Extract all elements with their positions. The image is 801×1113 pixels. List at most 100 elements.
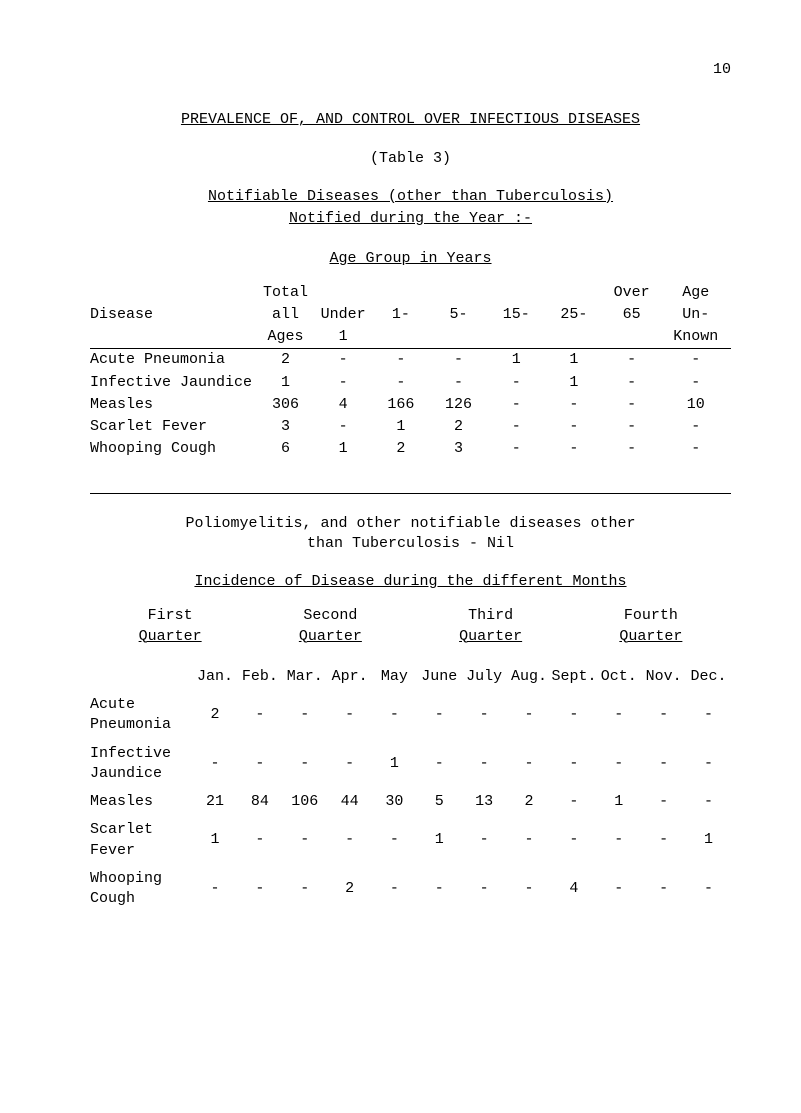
row-name: AcutePneumonia [90,691,193,740]
cell: - [282,691,327,740]
first-label: First [139,606,202,626]
table-row: Acute Pneumonia 2 - - - 1 1 - - [90,349,731,372]
cell: - [603,394,661,416]
cell: - [660,416,731,438]
cell: 2 [257,349,315,372]
cell: 1 [417,816,462,865]
col-25: 25- [545,304,603,326]
cell: - [372,816,417,865]
quarter-label: Quarter [459,627,522,647]
cell: 1 [257,372,315,394]
age-group-table: Total Over Age Disease all Under 1- 5- 1… [90,282,731,461]
table-row: AcutePneumonia 2 - - - - - - - - - - - [90,691,731,740]
cell: - [596,691,641,740]
ages-label: Ages [257,326,315,349]
cell: 166 [372,394,430,416]
table-header-row-1: Total Over Age [90,282,731,304]
months-header-row: Jan. Feb. Mar. Apr. May June July Aug. S… [90,663,731,691]
month-apr: Apr. [327,663,372,691]
second-label: Second [299,606,362,626]
cell: - [462,816,507,865]
cell: - [507,740,552,789]
cell: - [686,740,731,789]
cell: 2 [507,788,552,816]
cell: - [603,372,661,394]
cell: 126 [430,394,488,416]
row-name: Acute Pneumonia [90,349,257,372]
cell: 2 [372,438,430,460]
known-label: Known [660,326,731,349]
note-line-2: than Tuberculosis - Nil [90,534,731,554]
row-name: WhoopingCough [90,865,193,914]
under-1-label: 1 [314,326,372,349]
month-jan: Jan. [193,663,238,691]
cell: - [282,740,327,789]
cell: - [545,416,603,438]
cell: - [660,349,731,372]
cell: 1 [314,438,372,460]
cell: - [507,691,552,740]
cell: 44 [327,788,372,816]
cell: - [603,438,661,460]
cell: - [660,438,731,460]
month-sep: Sept. [551,663,596,691]
cell: - [545,438,603,460]
cell: 2 [430,416,488,438]
cell: 2 [193,691,238,740]
cell: - [603,349,661,372]
row-name: Whooping Cough [90,438,257,460]
cell: - [462,865,507,914]
cell: 4 [551,865,596,914]
month-may: May [372,663,417,691]
month-jul: July [462,663,507,691]
over-65-label: 65 [603,304,661,326]
cell: - [282,865,327,914]
under-label: Under [314,304,372,326]
cell: - [237,816,282,865]
col-5: 5- [430,304,488,326]
cell: - [327,816,372,865]
cell: - [641,788,686,816]
table-header-row-2: Disease all Under 1- 5- 15- 25- 65 Un- [90,304,731,326]
cell: - [596,816,641,865]
cell: - [417,865,462,914]
table-row: WhoopingCough - - - 2 - - - - 4 - - - [90,865,731,914]
cell: 1 [372,740,417,789]
cell: - [237,865,282,914]
cell: - [686,691,731,740]
cell: - [237,740,282,789]
cell: - [660,372,731,394]
cell: - [641,865,686,914]
fourth-label: Fourth [619,606,682,626]
cell: - [641,691,686,740]
cell: - [603,416,661,438]
all-label: all [257,304,315,326]
row-name: Measles [90,788,193,816]
cell: - [327,691,372,740]
month-mar: Mar. [282,663,327,691]
cell: - [641,740,686,789]
age-group-heading: Age Group in Years [90,249,731,269]
table-row: Whooping Cough 6 1 2 3 - - - - [90,438,731,460]
month-oct: Oct. [596,663,641,691]
age-label: Age [660,282,731,304]
cell: - [193,740,238,789]
cell: - [507,816,552,865]
cell: 4 [314,394,372,416]
total-label: Total [257,282,315,304]
cell: 84 [237,788,282,816]
page-title: PREVALENCE OF, AND CONTROL OVER INFECTIO… [90,110,731,130]
cell: 1 [545,349,603,372]
third-label: Third [459,606,522,626]
cell: - [641,816,686,865]
cell: - [545,394,603,416]
row-name: Infective Jaundice [90,372,257,394]
cell: - [372,691,417,740]
cell: 1 [487,349,545,372]
note-line-1: Poliomyelitis, and other notifiable dise… [90,514,731,534]
row-name: Measles [90,394,257,416]
col-1: 1- [372,304,430,326]
cell: 13 [462,788,507,816]
quarters-row: First Quarter Second Quarter Third Quart… [90,606,731,647]
cell: - [551,816,596,865]
